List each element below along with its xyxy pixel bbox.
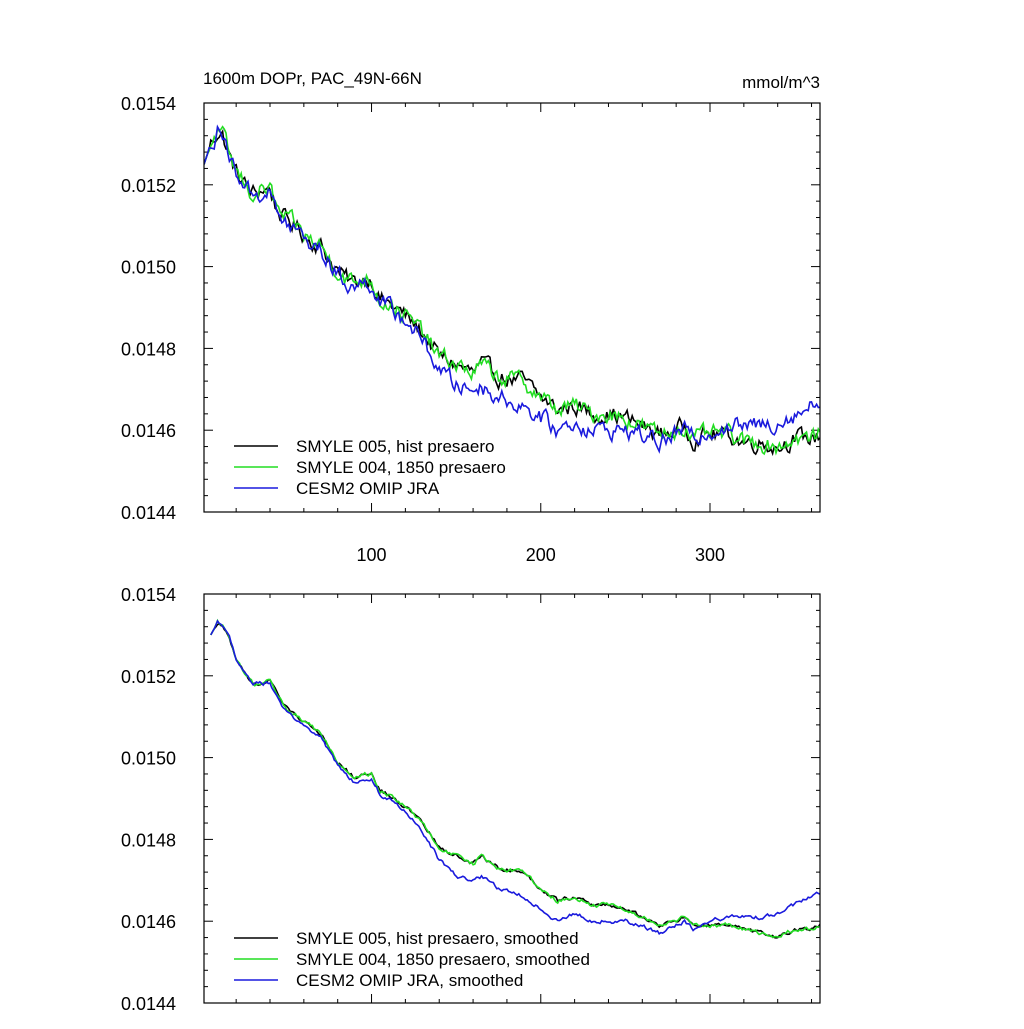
series-hist-presaero-line <box>210 622 820 939</box>
y-tick-label: 0.0148 <box>121 339 176 359</box>
legend-label: CESM2 OMIP JRA <box>296 479 440 498</box>
y-tick-label: 0.0154 <box>121 585 176 605</box>
plot-frame <box>203 102 821 513</box>
y-tick-label: 0.0146 <box>121 912 176 932</box>
y-tick-label: 0.0152 <box>121 176 176 196</box>
chart-title: 1600m DOPr, PAC_49N-66N <box>203 69 422 88</box>
series-omip-jra-line <box>210 619 820 935</box>
bottom-plot: 0.0144 0.0146 0.0148 0.0150 0.0152 0.0154 SMYL… <box>121 585 821 1014</box>
series-1850-presaero-line <box>210 618 820 939</box>
y-tick-label: 0.0150 <box>121 258 176 278</box>
legend-label: SMYLE 005, hist presaero <box>296 437 494 456</box>
y-tick-label: 0.0146 <box>121 421 176 441</box>
top-plot: 100 200 300 0.0144 0.0146 0.0148 0.0150 0.0152 0… <box>121 94 821 565</box>
legend-label: SMYLE 004, 1850 presaero, smoothed <box>296 950 590 969</box>
legend-label: SMYLE 004, 1850 presaero <box>296 458 506 477</box>
x-tick-label: 100 <box>357 545 387 565</box>
y-tick-label: 0.0148 <box>121 830 176 850</box>
y-tick-label: 0.0144 <box>121 994 176 1014</box>
series-1850-presaero-line <box>204 125 820 456</box>
y-tick-label: 0.0144 <box>121 503 176 523</box>
legend-label: CESM2 OMIP JRA, smoothed <box>296 971 523 990</box>
legend-label: SMYLE 005, hist presaero, smoothed <box>296 929 579 948</box>
y-tick-label: 0.0150 <box>121 749 176 769</box>
x-tick-label: 200 <box>526 545 556 565</box>
y-tick-label: 0.0154 <box>121 94 176 114</box>
series-omip-jra-line <box>204 124 820 454</box>
x-tick-label: 300 <box>695 545 725 565</box>
plot-frame <box>203 593 821 1004</box>
units-label: mmol/m^3 <box>742 73 820 92</box>
y-tick-label: 0.0152 <box>121 667 176 687</box>
